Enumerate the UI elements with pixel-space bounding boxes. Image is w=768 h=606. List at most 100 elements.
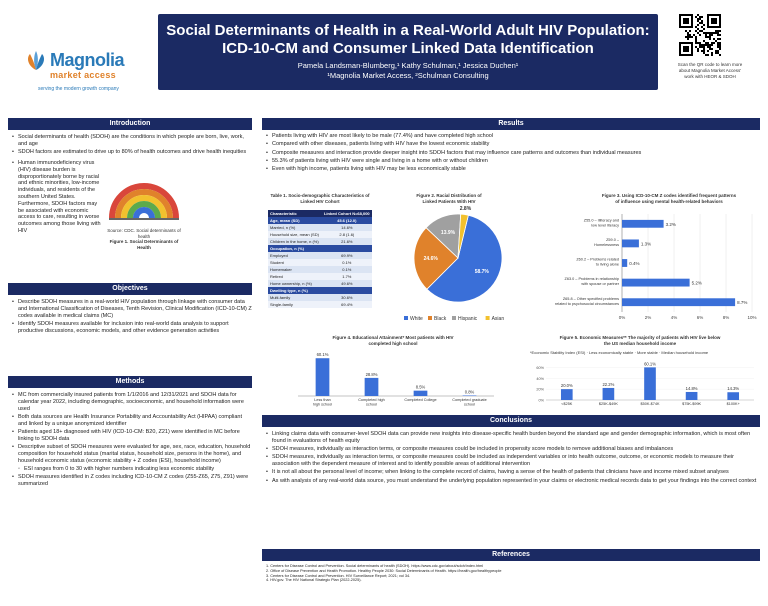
figure-2-title-line-2: Linked Patients With HIV: [422, 198, 476, 204]
bar-data-label: 8.5%: [416, 385, 426, 390]
figure-5-note-median-income: Median household income: [661, 350, 709, 355]
table-1-title-line-2: Linked HIV Cohort: [300, 198, 340, 204]
bar-data-label: 8.7%: [737, 300, 747, 305]
x-tick-label: 2%: [645, 315, 652, 320]
bar-data-label: 60.1%: [317, 352, 329, 357]
reference-item: 1. Centers for Disease Control and Preve…: [266, 564, 484, 568]
figure-4-title: Figure 4. Educational Attainment* Most p…: [298, 335, 488, 346]
intro-bullet: Human immunodeficiency virus (HIV) disea…: [12, 160, 104, 235]
y-category-label: to living alone: [596, 263, 619, 267]
table-cell-label: Retired: [268, 273, 322, 280]
figure-5-title-line-2: the US median household income: [603, 340, 677, 346]
logo-wordmark: Magnolia: [50, 50, 125, 70]
methods-body: MC from commercially insured patients fr…: [12, 392, 252, 489]
table-cell-value: 69.9%: [321, 252, 372, 259]
bar-data-label: 20.0%: [561, 383, 573, 388]
figure-3-title: Figure 3. Using ICD-10-CM Z codes identi…: [580, 193, 758, 204]
y-category-label: with spouse or partner: [581, 282, 619, 286]
table-row: Married, n (%) 14.6%: [268, 224, 372, 231]
y-category-label: Homelessness: [594, 243, 619, 247]
pie-data-label: 24.6%: [424, 256, 439, 262]
pie-data-label: 58.7%: [475, 269, 490, 275]
table-row: Student 0.1%: [268, 259, 372, 266]
figure-3-title-line-2: of influence using mental health-related…: [615, 198, 723, 204]
table-row: Multi-family 30.6%: [268, 294, 372, 301]
x-tick-label: 0%: [619, 315, 626, 320]
table-cell-value: 21.6%: [321, 238, 372, 245]
table-cell-label: Homemaker: [268, 266, 322, 273]
figure-1-title: Figure 1. Social Determinants of Health: [109, 239, 179, 250]
table-1-title: Table 1. Socio-demographic Characteristi…: [268, 193, 372, 204]
figure-3-title-line-1: Figure 3. Using ICD-10-CM Z codes identi…: [601, 193, 737, 198]
poster-title: Social Determinants of Health in a Real-…: [158, 22, 658, 58]
intro-bullet: SDOH factors are estimated to drive up t…: [12, 149, 252, 156]
table-row: Home ownership, n (%) 49.6%: [268, 280, 372, 287]
figure-4-title-line-1: Figure 4. Educational Attainment* Most p…: [332, 335, 454, 340]
introduction-body: Social determinants of health (SDOH) are…: [12, 134, 252, 157]
figure-3-bar-chart: 0% 2% 4% 6% 8% 10% 3.2% Z55.0 – Illiteracy andl…: [555, 214, 757, 320]
y-category-label: Z65.8 – Other specified problems: [563, 297, 619, 301]
figure-5-title: Figure 5. Economic Measures** The majori…: [522, 335, 758, 346]
x-category-label: school: [464, 403, 475, 407]
table-row: Homemaker 0.1%: [268, 266, 372, 273]
figure-5-note-esi: *Economic Stability Index (ESI): [530, 350, 586, 355]
objective-bullet: Identify SDOH measures available for inc…: [12, 321, 252, 335]
y-category-label: Z63.0 – Problems in relationship: [565, 277, 619, 281]
results-body: Patients living with HIV are most likely…: [266, 133, 760, 174]
table-cell-label: Home ownership, n (%): [268, 280, 322, 287]
bar-data-label: 22.2%: [602, 382, 614, 387]
methods-heading: Methods: [8, 376, 252, 388]
author-block: Pamela Landsman-Blumberg,¹ Kathy Schulma…: [158, 61, 658, 81]
y-category-label: related to psychosocial circumstances: [555, 302, 619, 306]
methods-bullet: Patients aged 18+ diagnosed with HIV (IC…: [12, 429, 252, 443]
bar-data-label: 1.3%: [641, 241, 651, 246]
conclusions-body: Linking claims data with consumer-level …: [266, 431, 760, 486]
table-cell-value: 2.8 (1.6): [321, 231, 372, 238]
pie-slice-asian: [457, 213, 469, 259]
table-row: Household size, mean (SD) 2.8 (1.6): [268, 231, 372, 238]
methods-bullet: SDOH measures identified in Z codes incl…: [12, 474, 252, 488]
figure-2-pie-chart: 58.7% 24.6% 13.9% 2.8% White Black Hispanic Asi…: [404, 206, 504, 322]
conclusion-bullet: As with analysis of any real-world data …: [266, 478, 760, 485]
figure-5-notes: *Economic Stability Index (ESI) · Less e…: [530, 350, 709, 355]
bar-data-label: 28.8%: [366, 372, 378, 377]
bar: [622, 259, 628, 267]
x-category-label: Completed high: [358, 398, 385, 402]
methods-bullet: Both data sources are Health Insurance P…: [12, 414, 252, 428]
table-cell-value: [321, 245, 372, 252]
introduction-body-2: Human immunodeficiency virus (HIV) disea…: [12, 160, 104, 236]
methods-bullet: MC from commercially insured patients fr…: [12, 392, 252, 412]
results-bullet: Even with high income, patients living w…: [266, 166, 760, 173]
table-header-characteristic: Characteristic: [268, 210, 322, 217]
figure-2-title: Figure 2. Racial Distribution of Linked …: [394, 193, 504, 204]
bar: [622, 239, 639, 248]
pie-data-label: 2.8%: [460, 206, 472, 212]
y-category-label: low level literacy: [591, 223, 619, 227]
conclusions-heading: Conclusions: [262, 415, 760, 427]
legend-swatch: [452, 316, 456, 320]
conclusion-bullet: Linking claims data with consumer-level …: [266, 431, 760, 445]
table-cell-label: Occupation, n (%): [268, 245, 322, 252]
y-tick-label: 40%: [536, 377, 544, 381]
bar: [727, 392, 740, 400]
y-category-label: Z60.2 – Problems related: [576, 258, 619, 262]
table-cell-value: 0.1%: [321, 266, 372, 273]
table-row: Dwelling type, n (%): [268, 287, 372, 294]
bar: [364, 377, 379, 396]
figure-5-note-more-stable: More stable: [636, 350, 658, 355]
introduction-heading: Introduction: [8, 118, 252, 130]
table-cell-label: Children in the home, n (%): [268, 238, 322, 245]
poster-header: Magnolia market access serving the moder…: [0, 0, 768, 108]
table-cell-value: [321, 287, 372, 294]
figure-4-title-line-2: completed high school: [368, 340, 418, 346]
table-cell-value: 45.6 (12.0): [321, 217, 372, 224]
figure-5-title-line-1: Figure 5. Economic Measures** The majori…: [559, 335, 721, 340]
x-tick-label: 8%: [723, 315, 730, 320]
qr-code-icon[interactable]: [679, 14, 721, 56]
bar-data-label: 0.8%: [465, 389, 475, 394]
y-category-label: Z55.0 – Illiteracy and: [584, 218, 619, 222]
bar-data-label: 0.4%: [629, 261, 639, 266]
bar: [413, 390, 428, 396]
table-header-row: Characteristic Linked Cohort N=68,000: [268, 210, 372, 217]
